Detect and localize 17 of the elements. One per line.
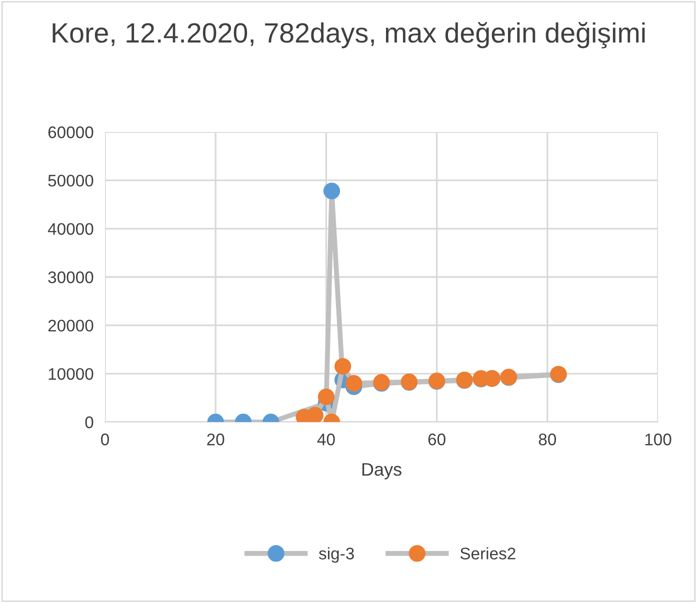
y-tick-label: 20000 — [48, 320, 94, 332]
x-tick-label: 100 — [645, 434, 672, 446]
y-tick-label: 50000 — [48, 174, 94, 187]
y-tick-label: 0 — [85, 416, 94, 428]
x-tick-label: 0 — [101, 434, 109, 446]
legend-label: Series2 — [460, 547, 516, 560]
chart-title: Kore, 12.4.2020, 782days, max değerin değişimi — [52, 22, 645, 48]
y-tick-label: 60000 — [48, 126, 94, 138]
y-tick-label: 10000 — [48, 368, 94, 380]
x-tick-label: 80 — [538, 434, 556, 446]
x-tick-label: 20 — [207, 434, 224, 446]
x-tick-label: 60 — [428, 434, 446, 446]
x-axis-title: Days — [362, 463, 402, 480]
y-tick-label: 40000 — [48, 223, 94, 235]
legend-label: sig-3 — [318, 547, 354, 563]
y-tick-label: 30000 — [48, 271, 94, 284]
x-tick-label: 40 — [317, 434, 335, 446]
